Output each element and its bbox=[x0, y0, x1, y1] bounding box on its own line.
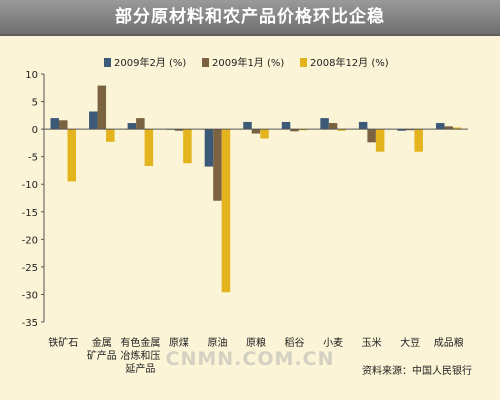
legend-label: 2009年1月 (%) bbox=[212, 56, 284, 69]
bar bbox=[97, 85, 107, 130]
legend-swatch bbox=[104, 58, 111, 67]
legend-label: 2008年12月 (%) bbox=[310, 56, 389, 69]
y-tick-labels: 10 5 0 -5 -10 -15 -20 -25 -30 -35 bbox=[22, 70, 38, 329]
bar bbox=[59, 120, 68, 130]
bar bbox=[213, 129, 222, 201]
bar bbox=[397, 129, 406, 131]
x-tick-label: 原粮 bbox=[246, 336, 266, 349]
bar bbox=[183, 129, 192, 164]
x-tick-label: 原油 bbox=[207, 336, 227, 349]
x-tick-label: 小麦 bbox=[323, 337, 343, 349]
bar bbox=[67, 129, 77, 182]
x-tick-label: 玉米 bbox=[362, 336, 382, 349]
bar bbox=[414, 129, 423, 152]
bar bbox=[405, 129, 415, 131]
title-bar bbox=[0, 0, 500, 36]
bar bbox=[375, 129, 385, 152]
bar bbox=[358, 121, 368, 130]
x-tick-label: 大豆 bbox=[400, 336, 420, 349]
bar bbox=[251, 129, 261, 134]
bar bbox=[435, 123, 445, 130]
bars bbox=[50, 85, 462, 293]
bar bbox=[281, 121, 291, 130]
y-tick-label: 5 bbox=[32, 98, 38, 109]
x-tick-label: 金属矿产品 bbox=[87, 336, 117, 362]
y-tick-label: -35 bbox=[22, 318, 38, 329]
bar bbox=[174, 129, 184, 131]
bar bbox=[298, 129, 308, 131]
bar bbox=[444, 126, 453, 130]
y-tick-label: 10 bbox=[25, 70, 38, 81]
bar bbox=[243, 121, 252, 130]
x-tick-label: 铁矿石 bbox=[48, 336, 78, 349]
bar bbox=[221, 129, 231, 293]
bar bbox=[204, 129, 214, 167]
watermark: CNMN.COM.CN bbox=[165, 348, 335, 370]
y-tick-label: -30 bbox=[22, 290, 38, 301]
bar bbox=[320, 118, 329, 130]
bar bbox=[328, 123, 338, 130]
bar bbox=[136, 118, 145, 130]
bar bbox=[89, 111, 98, 130]
y-tick-label: -15 bbox=[22, 208, 38, 219]
legend-label: 2009年2月 (%) bbox=[114, 56, 186, 69]
y-tick-label: -20 bbox=[22, 235, 38, 246]
y-tick-label: 0 bbox=[32, 125, 38, 136]
legend-swatch bbox=[300, 58, 307, 67]
bar bbox=[290, 129, 299, 132]
bar bbox=[106, 129, 115, 142]
y-tick-label: -5 bbox=[28, 153, 38, 164]
bar bbox=[144, 129, 154, 167]
y-tick-label: -25 bbox=[22, 263, 38, 274]
bar bbox=[337, 129, 346, 131]
x-tick-label: 有色金属冶炼和压延产品 bbox=[120, 336, 160, 375]
bar bbox=[50, 118, 60, 130]
x-tick-label: 原煤 bbox=[169, 336, 189, 349]
source-note: 资料来源：中国人民银行 bbox=[362, 366, 472, 377]
legend-swatch bbox=[202, 58, 209, 67]
bar bbox=[260, 129, 269, 139]
bar bbox=[127, 123, 137, 130]
bar bbox=[367, 129, 376, 143]
chart-title: 部分原材料和农产品价格环比企稳 bbox=[115, 7, 385, 27]
axes bbox=[41, 73, 468, 323]
bar bbox=[452, 127, 462, 130]
y-tick-label: -10 bbox=[22, 180, 38, 191]
x-tick-label: 稻谷 bbox=[285, 337, 305, 349]
x-tick-label: 成品粮 bbox=[434, 336, 464, 349]
legend: 2009年2月 (%) 2009年1月 (%) 2008年12月 (%) bbox=[104, 56, 389, 69]
